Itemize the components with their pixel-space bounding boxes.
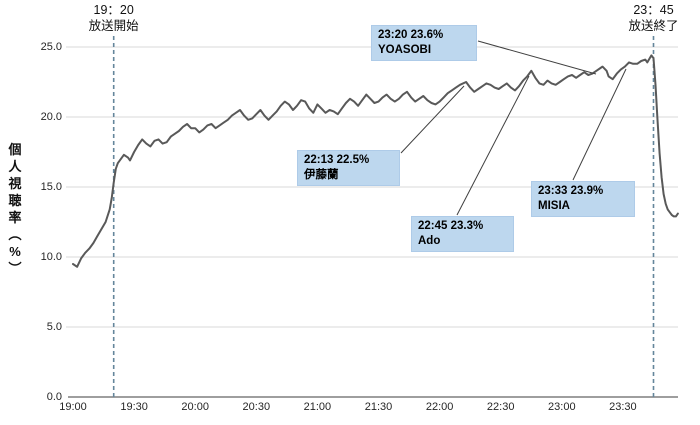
annotation-ado: 22:45 23.3% Ado [411,216,514,252]
broadcast-end-caption: 放送終了 [628,19,679,34]
y-axis-title-char: 視 [8,176,22,191]
annotation-leader-line [572,68,627,181]
annotation-artist: Ado [418,234,441,247]
annotation-time-value: 22:45 23.3% [418,220,484,232]
annotation-misia: 23:33 23.9% MISIA [531,181,635,217]
y-tick-label: 0.0 [46,391,62,403]
annotation-leader-line [400,85,465,154]
x-tick-label: 23:00 [548,401,576,413]
y-axis-title-char: 聴 [8,193,22,208]
annotation-leader-line [456,75,530,216]
x-tick-label: 21:00 [303,401,332,413]
annotation-yoasobi: 23:20 23.6% YOASOBI [371,25,477,61]
y-tick-label: 20.0 [40,111,62,123]
x-tick-label: 21:30 [364,401,393,413]
y-axis-title-char: 人 [8,159,22,174]
y-tick-label: 5.0 [46,321,62,333]
y-axis-title-char: 個 [8,142,22,157]
broadcast-start-label: 19：20 放送開始 [89,2,139,35]
y-tick-label: 15.0 [40,181,62,193]
y-axis-title-char: ︶ [8,261,22,276]
broadcast-start-caption: 放送開始 [88,19,139,34]
annotation-artist: YOASOBI [378,43,432,56]
annotation-time-value: 22:13 22.5% [304,154,370,166]
x-tick-label: 19:30 [120,401,148,413]
viewership-line [72,54,679,268]
annotation-itoran: 22:13 22.5% 伊藤蘭 [297,150,400,186]
x-tick-label: 22:30 [486,401,515,413]
x-tick-label: 20:00 [181,401,209,413]
x-tick-label: 23:30 [609,401,637,413]
y-axis-title-char: ︵ [8,227,22,242]
annotation-leader-line [477,40,597,75]
x-tick-label: 19:00 [59,401,87,413]
y-axis-title-char: 率 [8,210,22,225]
broadcast-end-label: 23：45 放送終了 [628,2,678,35]
broadcast-end-time: 23：45 [633,3,674,17]
y-axis-title: 個 人 視 聴 率 ︵ % ︶ [6,141,24,277]
broadcast-start-time: 19：20 [93,3,134,17]
annotation-artist: 伊藤蘭 [304,168,339,181]
annotation-time-value: 23:33 23.9% [538,185,604,197]
y-axis-title-char: % [9,244,21,259]
y-tick-label: 10.0 [40,251,62,263]
x-tick-label: 20:30 [242,401,271,413]
y-tick-label: 25.0 [40,41,62,53]
annotation-artist: MISIA [538,199,570,212]
annotation-time-value: 23:20 23.6% [378,29,444,41]
x-tick-label: 22:00 [425,401,454,413]
